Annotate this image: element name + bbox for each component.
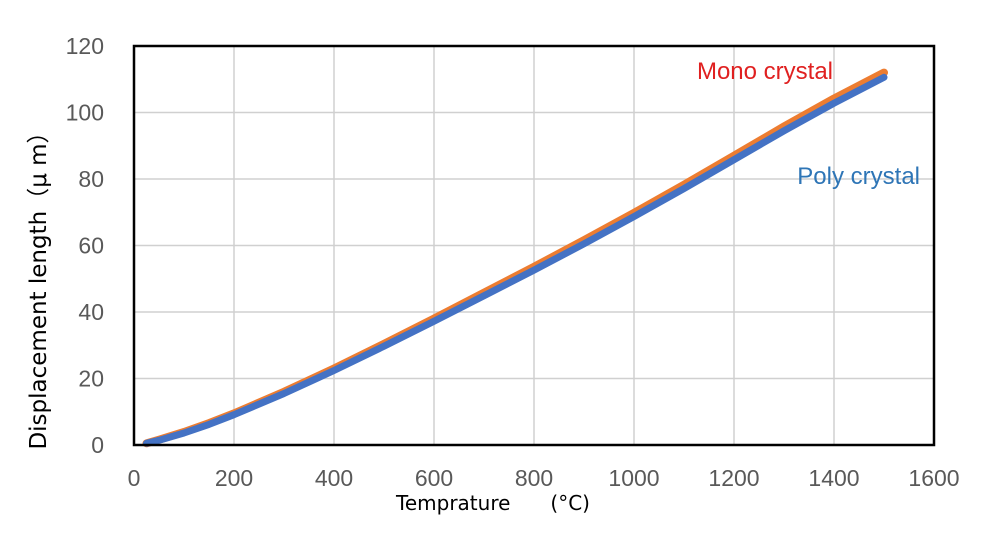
- x-tick-labels: 0 200 400 600 800 1000 1200 1400 1600: [128, 465, 960, 491]
- y-tick-label: 40: [78, 299, 104, 325]
- plot-area-border: [132, 44, 936, 447]
- y-axis-title: Displacement length（μ m）: [26, 120, 52, 449]
- y-tick-label: 20: [78, 366, 104, 392]
- x-tick-label: 0: [128, 465, 141, 491]
- y-tick-labels: 0 20 40 60 80 100 120: [66, 33, 104, 458]
- x-tick-label: 1600: [908, 465, 959, 491]
- x-tick-label: 400: [315, 465, 353, 491]
- x-tick-label: 600: [415, 465, 453, 491]
- series-label-poly-crystal: Poly crystal: [797, 163, 920, 190]
- y-tick-label: 120: [66, 33, 104, 59]
- x-tick-label: 1000: [608, 465, 659, 491]
- x-axis-title: Temprature (°C): [395, 491, 590, 515]
- series-lines: [142, 68, 888, 448]
- x-tick-label: 1200: [708, 465, 759, 491]
- y-tick-label: 80: [78, 166, 104, 192]
- y-tick-label: 100: [66, 100, 104, 126]
- y-tick-label: 0: [91, 432, 104, 458]
- y-tick-label: 60: [78, 233, 104, 259]
- x-tick-label: 1400: [808, 465, 859, 491]
- x-tick-label: 800: [515, 465, 553, 491]
- series-line-poly-crystal: [143, 73, 888, 447]
- series-label-mono-crystal: Mono crystal: [697, 58, 833, 85]
- series-line-mono-crystal: [142, 68, 888, 448]
- x-tick-label: 200: [215, 465, 253, 491]
